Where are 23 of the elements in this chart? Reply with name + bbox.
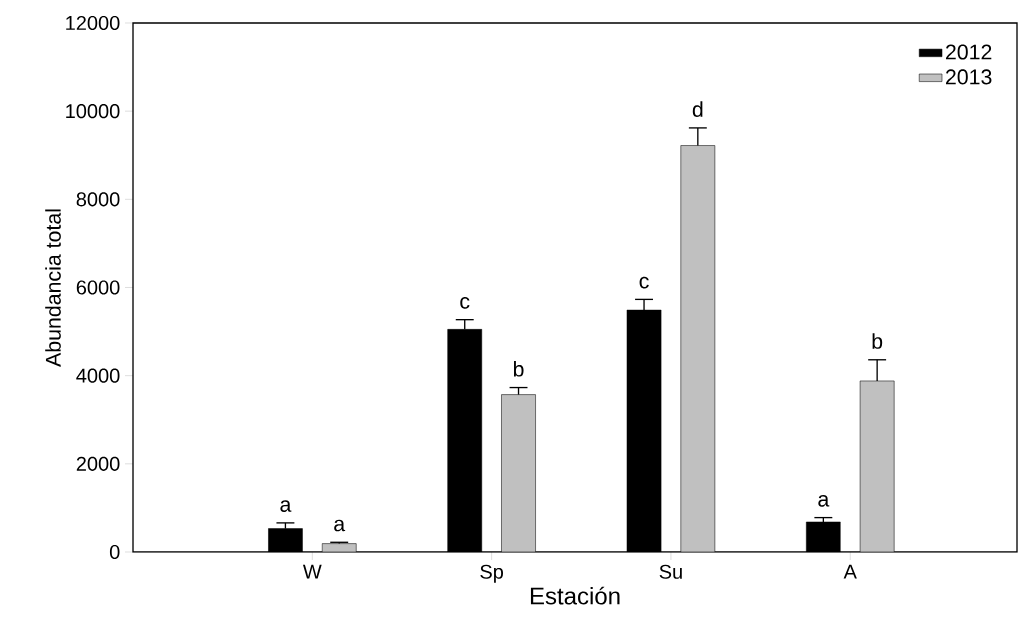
data-label: a	[280, 500, 292, 512]
y-tick-label: 6000	[76, 280, 120, 295]
data-label: c	[460, 297, 470, 309]
x-tick-label: Su	[659, 564, 682, 579]
x-tick-label: Sp	[480, 564, 504, 583]
x-tick-label: A	[843, 564, 857, 579]
data-label: b	[513, 360, 524, 377]
y-axis-title: Abundancia total	[45, 209, 61, 367]
data-label: c	[639, 276, 649, 289]
y-tick-label: 8000	[76, 192, 120, 207]
data-label: a	[818, 494, 830, 507]
y-tick-label: 2000	[76, 456, 120, 471]
y-tick-label: 10000	[66, 104, 120, 119]
y-tick-label: 4000	[76, 368, 120, 383]
data-label: b	[872, 333, 883, 349]
legend-label: 2012	[946, 44, 992, 60]
data-label: a	[334, 519, 346, 532]
data-label: d	[692, 101, 703, 117]
y-tick-label: 0	[109, 544, 120, 560]
x-tick-label: W	[302, 564, 322, 579]
x-axis-title: Estación	[530, 586, 620, 605]
legend-label: 2013	[946, 69, 992, 85]
y-tick-label: 12000	[66, 15, 120, 31]
